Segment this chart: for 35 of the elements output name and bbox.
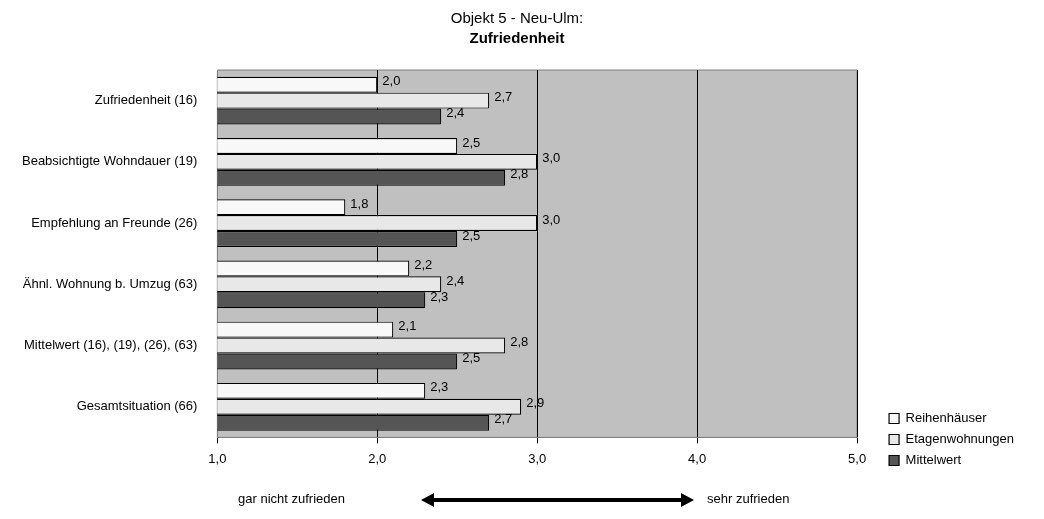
data-label: 2,7: [494, 411, 513, 427]
y-tick-label: Gesamtsituation (66): [76, 398, 198, 414]
y-tick-label: Empfehlung an Freunde (26): [31, 214, 198, 230]
data-label: 2,7: [494, 89, 513, 105]
x-tick-label: 2,0: [368, 450, 387, 466]
data-label: 3,0: [542, 211, 561, 227]
data-label: 2,0: [382, 73, 401, 89]
data-label: 2,8: [510, 166, 529, 182]
chart-subtitle: Zufriedenheit: [469, 29, 565, 47]
y-tick-label: Mittelwert (16), (19), (26), (63): [23, 337, 198, 353]
x-tick-label: 3,0: [528, 450, 547, 466]
legend-label: Reihenhäuser: [905, 410, 988, 426]
chart-title: Objekt 5 - Neu-Ulm:: [450, 9, 584, 27]
data-label: 2,2: [414, 256, 433, 272]
y-tick-label: Ähnl. Wohnung b. Umzug (63): [22, 275, 198, 291]
legend-label: Mittelwert: [905, 452, 962, 468]
y-tick-label: Beabsichtigte Wohndauer (19): [21, 153, 198, 169]
legend-label: Etagenwohnungen: [905, 431, 1015, 447]
x-tick-label: 5,0: [848, 450, 867, 466]
x-tick-label: 4,0: [688, 450, 707, 466]
data-label: 2,8: [510, 334, 529, 350]
y-tick-label: Zufriedenheit (16): [94, 92, 198, 108]
data-label: 1,8: [350, 195, 369, 211]
data-label: 2,5: [462, 134, 481, 150]
data-label: 2,4: [446, 272, 465, 288]
text: sehr zufrieden: [707, 491, 790, 506]
x-tick-label: 1,0: [208, 450, 227, 466]
data-label: 3,0: [542, 150, 561, 166]
text: gar nicht zufrieden: [238, 491, 345, 506]
data-label: 2,4: [446, 105, 465, 121]
data-label: 2,5: [462, 227, 481, 243]
data-label: 2,5: [462, 350, 481, 366]
data-label: 2,1: [398, 318, 417, 334]
data-label: 2,3: [430, 288, 449, 304]
data-label: 2,3: [430, 379, 449, 395]
